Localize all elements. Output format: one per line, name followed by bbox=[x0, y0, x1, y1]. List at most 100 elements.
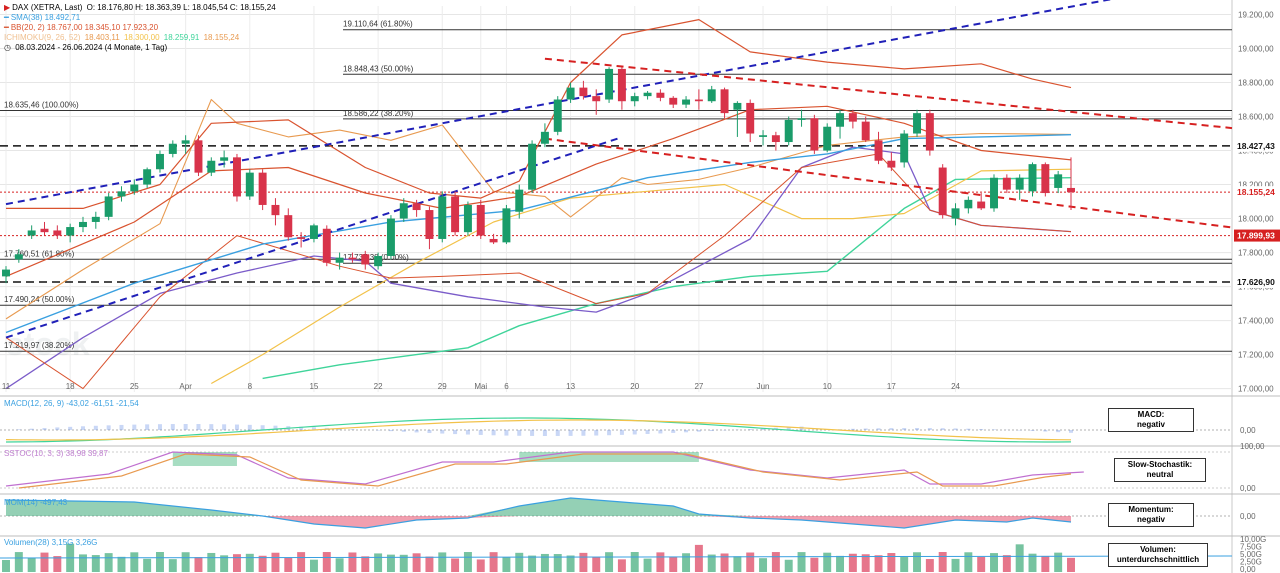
macd-hist-bar bbox=[568, 430, 573, 436]
stoch-legend: SSTOC(10, 3, 3) 38,98 39,87 bbox=[4, 449, 108, 458]
candle bbox=[155, 150, 164, 173]
volume-bar bbox=[245, 553, 254, 572]
volume-bar bbox=[553, 554, 562, 572]
candle-body bbox=[784, 119, 793, 143]
volume-bar bbox=[823, 552, 832, 572]
instrument-name: DAX (XETRA, Last) bbox=[12, 3, 83, 12]
candle bbox=[694, 89, 703, 110]
macd-hist-bar bbox=[927, 428, 932, 430]
candle-body bbox=[682, 99, 691, 105]
x-tick-label: 20 bbox=[630, 382, 639, 391]
candle bbox=[476, 199, 485, 239]
candle-body bbox=[515, 189, 524, 212]
candle bbox=[515, 184, 524, 219]
vol-signal-box: Volumen: unterdurchschnittlich bbox=[1108, 543, 1208, 567]
volume-bar bbox=[451, 558, 460, 572]
candle-body bbox=[617, 68, 626, 102]
mom-negative-area bbox=[6, 516, 1071, 528]
x-tick-label: 24 bbox=[951, 382, 960, 391]
volume-bar bbox=[797, 552, 806, 572]
candle bbox=[977, 193, 986, 211]
candle bbox=[771, 131, 780, 151]
volume-bar bbox=[463, 552, 472, 572]
mom-signal-box: Momentum: negativ bbox=[1108, 503, 1194, 527]
candle bbox=[181, 135, 190, 154]
candle bbox=[951, 203, 960, 226]
candle bbox=[938, 164, 947, 219]
stoch-tick-100: 100,00 bbox=[1240, 442, 1265, 451]
macd-hist-bar bbox=[209, 424, 214, 430]
macd-hist-bar bbox=[684, 430, 689, 433]
candle-body bbox=[104, 196, 113, 217]
candle-body bbox=[540, 131, 549, 144]
candle bbox=[592, 89, 601, 115]
legend-instrument: ▶ DAX (XETRA, Last) O: 18.176,80 H: 18.36… bbox=[4, 3, 278, 13]
x-axis: 11 18 25 Apr 8 15 22 29 Mai 6 13 20 27 Jun 10 17 24 bbox=[2, 382, 961, 391]
candle bbox=[425, 206, 434, 250]
volume-bar bbox=[1028, 553, 1037, 572]
bollinger-lower bbox=[5, 153, 1072, 390]
fib-level-label: 19.110,64 (61.80%) bbox=[343, 20, 413, 29]
legend-sma: ━ SMA(38) 18.492,71 bbox=[4, 13, 81, 22]
candle bbox=[91, 211, 100, 229]
candle-body bbox=[489, 238, 498, 243]
volume-bar bbox=[617, 559, 626, 572]
macd-hist-bar bbox=[350, 429, 355, 430]
mom-signal-value: negativ bbox=[1136, 515, 1165, 524]
price-level-label: 17.899,93 bbox=[1237, 231, 1275, 241]
volume-bar bbox=[14, 552, 23, 572]
candle-body bbox=[771, 135, 780, 143]
macd-line bbox=[5, 417, 1072, 443]
macd-hist-bar bbox=[157, 424, 162, 430]
candle-body bbox=[797, 118, 806, 120]
volume-bar bbox=[53, 556, 62, 572]
mom-line bbox=[5, 497, 1072, 529]
macd-signal-label: MACD: bbox=[1137, 410, 1165, 419]
candle-body bbox=[566, 87, 575, 100]
ichimoku-v1: 18.403,11 bbox=[84, 33, 120, 42]
macd-hist-bar bbox=[1056, 430, 1061, 433]
candle-body bbox=[1002, 177, 1011, 190]
candle bbox=[1067, 157, 1075, 211]
x-tick-label: 8 bbox=[248, 382, 253, 391]
candle-body bbox=[746, 102, 755, 134]
candle bbox=[746, 99, 755, 143]
candle-body bbox=[1041, 164, 1050, 194]
candle-body bbox=[53, 230, 62, 236]
volume-bar bbox=[1015, 544, 1024, 572]
stoch-k-line bbox=[5, 451, 1084, 487]
candle-body bbox=[476, 204, 485, 236]
x-tick-label: 6 bbox=[504, 382, 509, 391]
candle bbox=[733, 101, 742, 137]
volume-bar bbox=[258, 555, 267, 572]
candle bbox=[386, 215, 395, 260]
x-tick-label: 22 bbox=[374, 382, 383, 391]
candle bbox=[284, 208, 293, 241]
volume-bar bbox=[938, 552, 947, 572]
macd-hist-bar bbox=[517, 430, 522, 436]
volume-bar bbox=[707, 554, 716, 572]
volume-bar bbox=[694, 544, 703, 572]
y-axis: 19.200,00 19.000,00 18.800,00 18.600,00 18.4… bbox=[1234, 11, 1280, 394]
candle bbox=[502, 204, 511, 245]
macd-hist-bar bbox=[93, 425, 98, 430]
candle-body bbox=[374, 255, 383, 267]
candle bbox=[964, 196, 973, 214]
legend-ichimoku: ICHIMOKU(9, 26, 52) 18.403,11 18.300,00 … bbox=[4, 33, 278, 43]
candle bbox=[207, 157, 216, 177]
volume-bar bbox=[425, 556, 434, 572]
y-tick-label: 18.600,00 bbox=[1238, 113, 1274, 122]
macd-hist-bar bbox=[619, 430, 624, 435]
volume-bar bbox=[104, 553, 113, 572]
macd-hist-bar bbox=[29, 428, 34, 430]
candle-body bbox=[425, 210, 434, 239]
x-tick-label: 10 bbox=[823, 382, 832, 391]
volume-bar bbox=[592, 557, 601, 572]
macd-hist-bar bbox=[709, 430, 714, 432]
legend-bb: ━ BB(20, 2) 18.767,00 18.345,10 17.923,20 bbox=[4, 23, 159, 32]
macd-hist-bar bbox=[581, 430, 586, 436]
mom-legend: MOM(14) -497,43 bbox=[4, 498, 68, 507]
candle-body bbox=[232, 157, 241, 197]
mom-signal-label: Momentum: bbox=[1128, 505, 1174, 514]
candle-body bbox=[643, 92, 652, 97]
